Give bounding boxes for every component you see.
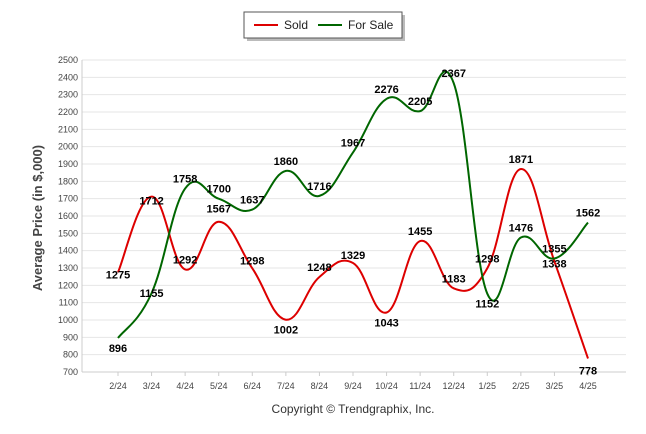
data-label: 896 [109,343,127,355]
x-tick-label: 5/24 [210,381,228,391]
y-tick-label: 2500 [58,55,78,65]
data-label: 1155 [140,288,164,300]
data-label: 1567 [206,204,230,216]
data-label: 1637 [240,195,264,207]
y-tick-label: 1900 [58,159,78,169]
data-label: 1860 [274,156,298,168]
series-line-for-sale [117,70,589,339]
y-tick-label: 1400 [58,246,78,256]
data-label: 1455 [408,226,432,238]
data-label: 1248 [307,262,331,274]
y-tick-label: 2000 [58,142,78,152]
x-tick-label: 7/24 [277,381,295,391]
x-axis-ticks: 2/24 3/24 4/24 5/24 6/24 7/24 8/24 9/24 10/24 11/… [109,372,597,391]
data-label: 1002 [274,325,298,337]
y-tick-label: 1100 [59,298,78,308]
legend-label: Sold [284,18,308,32]
y-tick-label: 1300 [58,263,78,273]
series-line-sold [117,168,589,359]
data-label: 1967 [341,137,365,149]
y-tick-label: 1500 [58,228,78,238]
x-tick-label: 4/24 [176,381,194,391]
legend: Sold For Sale [243,11,405,41]
y-tick-label: 900 [63,332,78,342]
data-label: 1712 [139,196,163,208]
x-tick-label: 3/25 [546,381,564,391]
data-label: 2367 [441,68,465,80]
y-axis-title: Average Price (in $,000) [30,145,45,291]
data-label: 1292 [173,254,197,266]
data-label: 1298 [475,253,499,265]
x-tick-label: 2/24 [109,381,127,391]
series [117,70,589,359]
x-tick-label: 6/24 [244,381,262,391]
copyright-text: Copyright © Trendgraphix, Inc. [272,402,435,416]
y-tick-label: 2200 [58,107,78,117]
x-tick-label: 11/24 [409,381,431,391]
data-label: 2276 [374,84,398,96]
data-label: 1043 [374,318,398,330]
x-tick-label: 10/24 [375,381,398,391]
data-label: 1355 [542,243,566,255]
data-label: 2205 [408,96,432,108]
x-tick-label: 3/24 [143,381,161,391]
y-tick-label: 2100 [58,124,78,134]
x-tick-label: 4/25 [579,381,597,391]
x-tick-label: 2/25 [512,381,530,391]
y-tick-label: 1000 [58,315,78,325]
y-axis-ticks: 700 800 900 1000 1100 1200 1300 1400 1500 1600 170… [58,55,78,377]
data-label: 1700 [206,184,230,196]
data-label: 778 [579,365,597,377]
data-label: 1716 [307,181,331,193]
data-label: 1758 [173,174,197,186]
x-tick-label: 1/25 [479,381,497,391]
data-label: 1338 [542,258,566,270]
data-label: 1871 [509,154,533,166]
y-tick-label: 1700 [58,194,78,204]
y-tick-label: 1600 [58,211,78,221]
x-tick-label: 8/24 [311,381,329,391]
y-tick-label: 1200 [58,280,78,290]
data-label: 1183 [442,273,466,285]
data-label: 1275 [106,269,130,281]
legend-label: For Sale [348,18,394,32]
y-tick-label: 800 [63,350,78,360]
data-label: 1152 [475,299,499,311]
data-label: 1298 [240,255,264,267]
y-tick-label: 700 [63,367,78,377]
data-label: 1562 [576,208,600,220]
data-labels: 1275 1712 1292 1567 1298 1002 1248 1329 1043 1455… [106,68,600,377]
y-tick-label: 2400 [58,72,78,82]
x-tick-label: 12/24 [442,381,465,391]
grid [81,59,626,373]
data-label: 1329 [341,250,365,262]
x-tick-label: 9/24 [344,381,362,391]
y-tick-label: 2300 [58,90,78,100]
data-label: 1476 [509,222,533,234]
y-tick-label: 1800 [58,176,78,186]
